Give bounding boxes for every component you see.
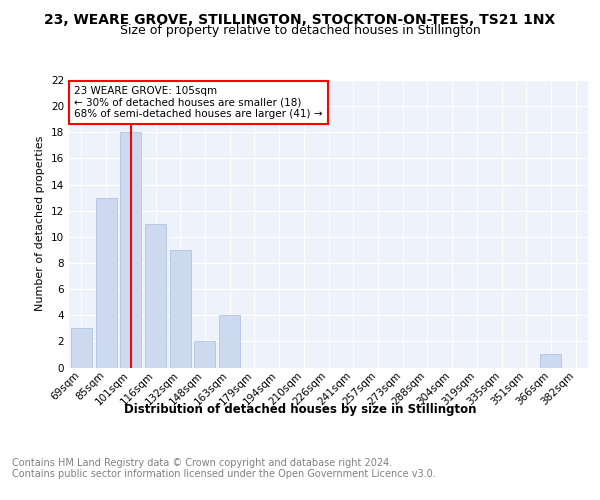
Bar	[194, 342, 215, 367]
Y-axis label: Number of detached properties: Number of detached properties	[35, 136, 46, 312]
Bar	[120, 132, 141, 368]
Bar	[71, 328, 92, 368]
Text: 23, WEARE GROVE, STILLINGTON, STOCKTON-ON-TEES, TS21 1NX: 23, WEARE GROVE, STILLINGTON, STOCKTON-O…	[44, 12, 556, 26]
Text: Contains HM Land Registry data © Crown copyright and database right 2024.
Contai: Contains HM Land Registry data © Crown c…	[12, 458, 436, 479]
Text: Size of property relative to detached houses in Stillington: Size of property relative to detached ho…	[119, 24, 481, 37]
Bar	[170, 250, 191, 368]
Text: Distribution of detached houses by size in Stillington: Distribution of detached houses by size …	[124, 402, 476, 415]
Bar	[219, 315, 240, 368]
Bar	[145, 224, 166, 368]
Bar	[95, 198, 116, 368]
Bar	[541, 354, 562, 368]
Text: 23 WEARE GROVE: 105sqm
← 30% of detached houses are smaller (18)
68% of semi-det: 23 WEARE GROVE: 105sqm ← 30% of detached…	[74, 86, 323, 119]
